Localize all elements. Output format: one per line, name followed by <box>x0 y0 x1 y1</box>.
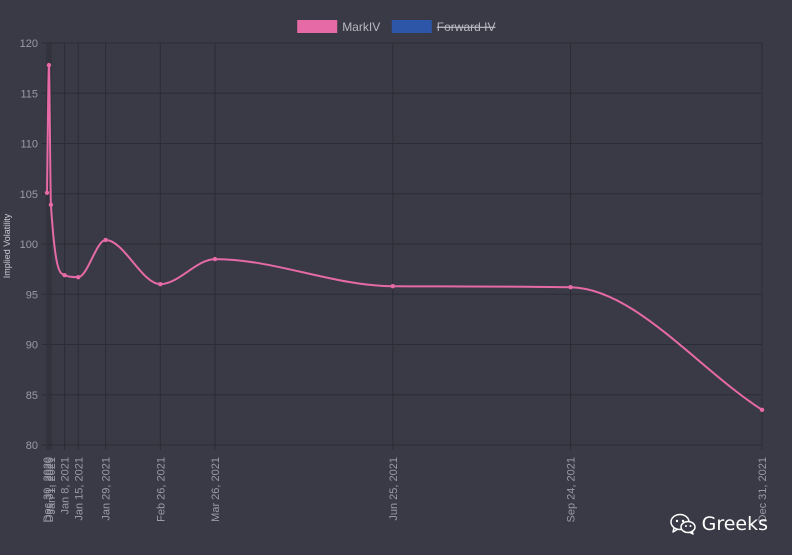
x-tick-label: Jan 15, 2021 <box>73 457 85 521</box>
y-tick-label: 90 <box>26 340 38 352</box>
wechat-icon <box>669 513 696 535</box>
y-tick-label: 105 <box>20 189 38 201</box>
watermark: Greeks <box>669 513 768 535</box>
watermark-text: Greeks <box>701 513 768 535</box>
markiv-line <box>46 64 763 411</box>
y-tick-label: 95 <box>26 289 38 301</box>
x-tick-label: Jun 25, 2021 <box>388 457 400 521</box>
grid <box>42 42 763 450</box>
markiv-point[interactable] <box>44 190 50 195</box>
x-tick-label: Mar 26, 2021 <box>210 457 222 522</box>
x-tick-label: Dec 31, 2021 <box>757 457 769 522</box>
markiv-point[interactable] <box>62 272 67 278</box>
x-tick-label: Dec 31, 2020 <box>44 457 56 522</box>
legend-label[interactable]: MarkIV <box>342 20 380 34</box>
y-axis-title: Implied Volatility <box>2 213 12 278</box>
x-tick-label: Sep 24, 2021 <box>566 457 578 522</box>
markiv-point[interactable] <box>48 202 54 208</box>
markiv-point[interactable] <box>103 237 108 243</box>
y-tick-label: 80 <box>26 440 38 452</box>
series-markiv <box>44 62 765 413</box>
x-tick-label: Jan 29, 2021 <box>101 457 113 521</box>
markiv-point[interactable] <box>76 274 81 280</box>
legend-swatch[interactable] <box>391 20 432 33</box>
markiv-point[interactable] <box>759 407 765 413</box>
y-tick-label: 120 <box>20 38 38 50</box>
y-tick-label: 115 <box>20 88 38 100</box>
y-tick-label: 100 <box>20 239 38 251</box>
markiv-point[interactable] <box>158 282 163 287</box>
y-tick-label: 110 <box>20 139 38 151</box>
legend: MarkIV Forward IV <box>297 20 495 34</box>
x-tick-label: Jan 8, 2021 <box>60 457 72 515</box>
x-tick-label: Dec 30, 2020 <box>42 457 54 522</box>
y-tick-label: 85 <box>26 390 38 402</box>
x-tick-label: Jan 1, 2021 <box>46 457 58 515</box>
markiv-point[interactable] <box>46 62 52 68</box>
x-tick-label: Feb 26, 2021 <box>155 457 167 522</box>
legend-swatch[interactable] <box>297 20 338 33</box>
markiv-point[interactable] <box>568 285 573 290</box>
markiv-point[interactable] <box>212 256 218 262</box>
legend-label[interactable]: Forward IV <box>437 20 496 34</box>
markiv-point[interactable] <box>390 284 395 289</box>
